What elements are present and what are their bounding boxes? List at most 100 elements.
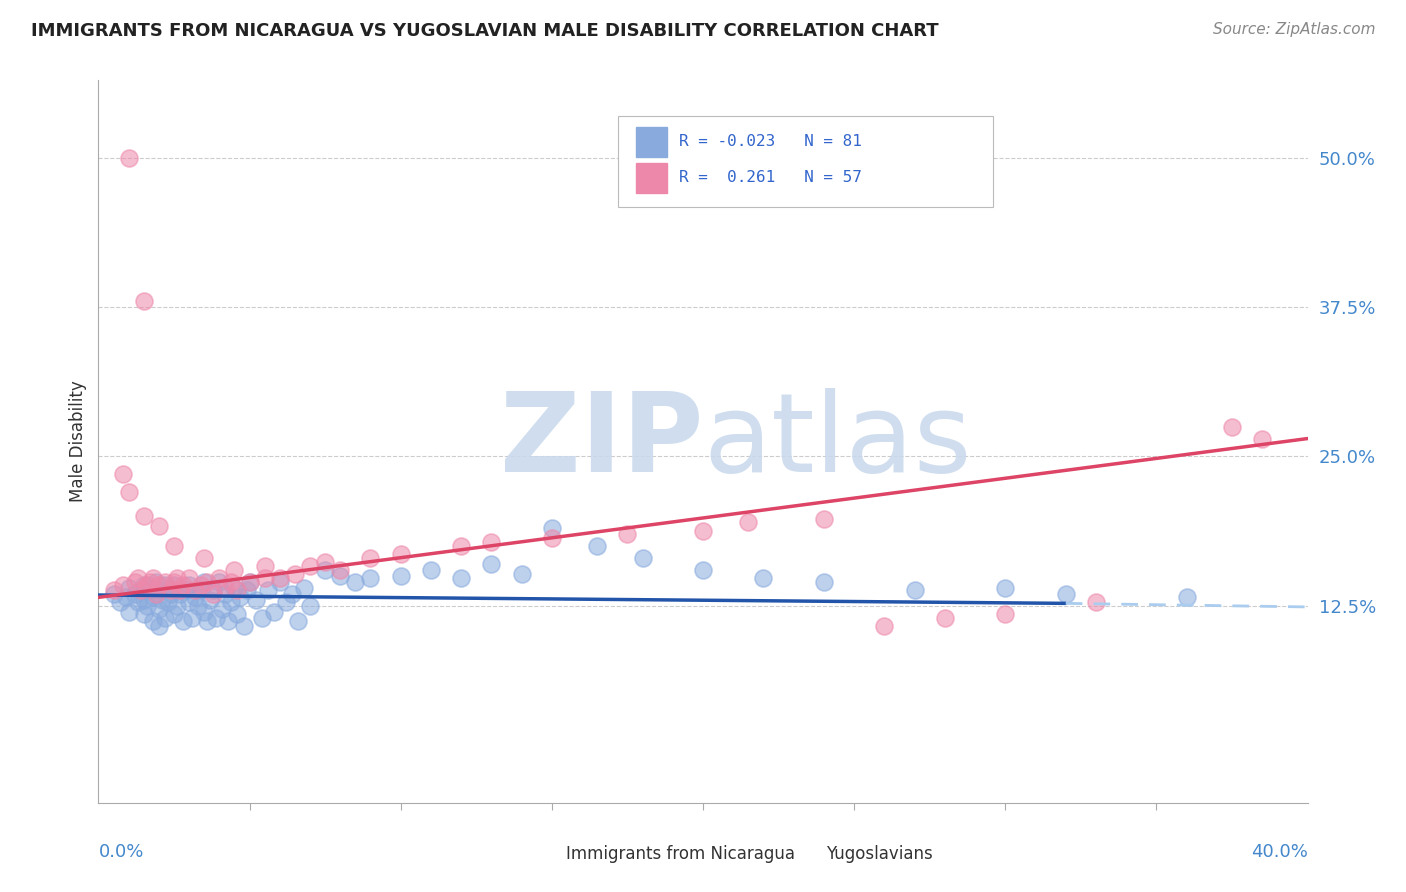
Point	[148, 583, 170, 598]
Point	[450, 539, 472, 553]
Point	[389, 569, 412, 583]
Point	[153, 574, 176, 589]
Point	[360, 551, 382, 566]
Point	[111, 578, 134, 592]
Text: R =  0.261   N = 57: R = 0.261 N = 57	[679, 170, 862, 186]
Bar	[534, 846, 561, 863]
Point	[287, 614, 309, 628]
Point	[142, 591, 165, 605]
Point	[994, 581, 1017, 595]
Point	[214, 587, 236, 601]
Point	[299, 559, 322, 574]
Point	[217, 614, 239, 628]
Point	[208, 574, 231, 589]
Point	[135, 578, 157, 592]
Point	[344, 574, 367, 589]
Point	[232, 619, 254, 633]
Point	[329, 563, 352, 577]
Bar	[793, 846, 820, 863]
Y-axis label: Male Disability: Male Disability	[69, 381, 87, 502]
Point	[1054, 587, 1077, 601]
Point	[1251, 432, 1274, 446]
Point	[235, 583, 257, 598]
Point	[873, 619, 896, 633]
Point	[329, 569, 352, 583]
Point	[284, 566, 307, 581]
Point	[274, 595, 297, 609]
Point	[124, 574, 146, 589]
Point	[299, 599, 322, 613]
Point	[135, 599, 157, 613]
Point	[118, 151, 141, 165]
Point	[202, 583, 225, 598]
Point	[540, 521, 562, 535]
Point	[481, 557, 503, 571]
Point	[163, 578, 186, 592]
Point	[250, 610, 273, 624]
Point	[1175, 591, 1198, 605]
Point	[124, 587, 146, 601]
Point	[142, 571, 165, 585]
Point	[1220, 419, 1243, 434]
Point	[139, 574, 162, 589]
Point	[245, 592, 267, 607]
Point	[150, 592, 173, 607]
Point	[314, 555, 336, 569]
Point	[205, 610, 228, 624]
Point	[994, 607, 1017, 621]
Point	[221, 574, 243, 589]
Point	[813, 574, 835, 589]
Point	[118, 605, 141, 619]
Point	[190, 583, 212, 598]
Point	[142, 614, 165, 628]
Point	[904, 583, 927, 598]
Point	[163, 539, 186, 553]
Point	[111, 467, 134, 482]
Point	[389, 548, 412, 562]
Point	[692, 563, 714, 577]
Text: ZIP: ZIP	[499, 388, 703, 495]
Point	[211, 602, 233, 616]
Point	[292, 581, 315, 595]
Point	[1085, 595, 1108, 609]
Point	[129, 583, 152, 598]
Point	[229, 591, 252, 605]
Point	[214, 581, 236, 595]
Point	[184, 583, 207, 598]
Text: 40.0%: 40.0%	[1251, 843, 1308, 861]
Point	[616, 527, 638, 541]
Point	[132, 607, 155, 621]
Point	[132, 294, 155, 309]
Point	[127, 571, 149, 585]
Point	[253, 559, 276, 574]
Point	[202, 587, 225, 601]
Point	[163, 574, 186, 589]
Point	[263, 605, 285, 619]
Point	[127, 595, 149, 609]
Point	[631, 551, 654, 566]
Point	[145, 587, 167, 601]
Point	[132, 592, 155, 607]
Text: R = -0.023   N = 81: R = -0.023 N = 81	[679, 134, 862, 149]
Bar	[637, 127, 666, 157]
Point	[692, 524, 714, 538]
Point	[187, 599, 209, 613]
Point	[163, 607, 186, 621]
Point	[172, 578, 194, 592]
Point	[148, 619, 170, 633]
Point	[103, 583, 125, 598]
Point	[139, 583, 162, 598]
Text: atlas: atlas	[703, 388, 972, 495]
Text: IMMIGRANTS FROM NICARAGUA VS YUGOSLAVIAN MALE DISABILITY CORRELATION CHART: IMMIGRANTS FROM NICARAGUA VS YUGOSLAVIAN…	[31, 22, 939, 40]
Point	[481, 535, 503, 549]
Point	[148, 578, 170, 592]
Point	[193, 551, 215, 566]
Point	[193, 605, 215, 619]
Point	[420, 563, 443, 577]
Point	[269, 571, 291, 585]
Point	[221, 595, 243, 609]
Point	[224, 563, 246, 577]
Point	[108, 595, 131, 609]
Point	[184, 591, 207, 605]
Point	[226, 583, 249, 598]
